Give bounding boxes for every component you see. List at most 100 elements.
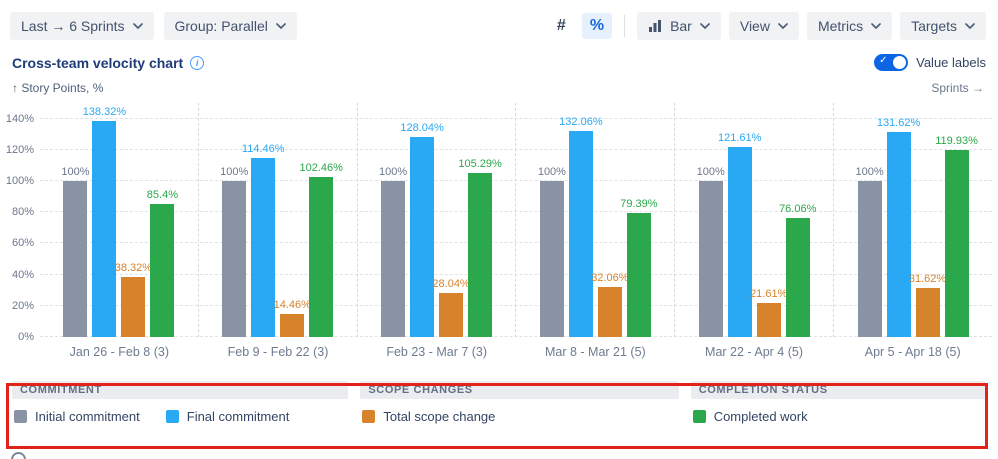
bar-final-commitment[interactable]: 131.62% — [877, 117, 920, 337]
sprint-group: 100% 114.46% 14.46% 102.46% — [197, 103, 357, 337]
targets-dropdown[interactable]: Targets — [900, 12, 986, 40]
chevron-down-icon — [132, 22, 143, 30]
legend-items: Completed work — [691, 399, 986, 428]
group-mode-dropdown[interactable]: Group: Parallel — [163, 12, 297, 40]
legend-item-label: Completed work — [713, 409, 808, 424]
y-tick-label: 100% — [5, 175, 34, 188]
bar-initial-commitment[interactable]: 100% — [697, 166, 725, 337]
sprint-group: 100% 131.62% 31.62% 119.93% — [833, 103, 992, 337]
bar-completed-work[interactable]: 102.46% — [300, 162, 343, 337]
page-title: Cross-team velocity chart — [12, 54, 184, 71]
chart-type-dropdown[interactable]: Bar — [637, 12, 721, 40]
bar-completed-work[interactable]: 79.39% — [620, 198, 658, 337]
legend-item-completed-work[interactable]: Completed work — [692, 409, 808, 424]
legend-header-completion-status: COMPLETION STATUS — [690, 381, 986, 399]
check-icon: ✓ — [879, 55, 888, 66]
value-labels-toggle[interactable]: ✓ — [874, 54, 909, 71]
legend-item-label: Final commitment — [186, 409, 290, 424]
final-commitment-swatch — [165, 410, 179, 423]
chart-header: Cross-team velocity chart i ✓ Value labe… — [12, 54, 986, 71]
bar-final-commitment[interactable]: 114.46% — [242, 143, 285, 337]
chevron-down-icon — [276, 22, 286, 30]
completed-work-swatch — [692, 410, 706, 423]
bar-completed-work[interactable]: 119.93% — [935, 135, 978, 337]
bar-total-scope-change[interactable]: 31.62% — [909, 273, 946, 337]
bar-final-commitment[interactable]: 121.61% — [718, 132, 761, 337]
x-tick-label: Jan 26 - Feb 8 (3) — [69, 345, 170, 359]
bar-value-label: 132.06% — [559, 116, 603, 128]
bar-initial-commitment[interactable]: 100% — [855, 166, 884, 337]
bar-completed-work[interactable]: 105.29% — [458, 158, 502, 337]
bar-initial-commitment[interactable]: 100% — [379, 166, 407, 337]
bar-value-label: 114.46% — [241, 143, 285, 156]
x-tick-label: Apr 5 - Apr 18 (5) — [864, 345, 961, 359]
bar-completed-work[interactable]: 85.4% — [147, 189, 178, 337]
legend-items: Initial commitment Final commitment — [12, 399, 348, 428]
legend-header-commitment: COMMITMENT — [12, 381, 349, 399]
sprint-range-label: Last → 6 Sprints — [21, 18, 125, 34]
bar-value-label: 21.61% — [750, 288, 788, 301]
group-mode-label: Group: Parallel — [174, 18, 268, 34]
bar-initial-commitment[interactable]: 100% — [220, 166, 248, 337]
x-tick-label: Feb 23 - Mar 7 (3) — [386, 345, 488, 359]
bar-final-commitment[interactable]: 128.04% — [400, 122, 444, 337]
view-dropdown[interactable]: View — [728, 12, 799, 40]
y-axis-labels: 140% 120% 100% 80% 60% 40% 20% 0% — [5, 103, 40, 343]
bar-value-label: 28.04% — [432, 278, 470, 291]
y-axis-title: ↑ Story Points, % — [12, 81, 104, 95]
bar-groups: 100% 138.32% 38.32% 85.4% 100% 114.46% 14.46% 1… — [40, 103, 992, 337]
y-tick-label: 80% — [11, 206, 34, 219]
legend-item-total-scope-change[interactable]: Total scope change — [362, 409, 495, 424]
chevron-down-icon — [965, 22, 975, 30]
bar-chart-icon — [648, 19, 662, 33]
total-scope-change-swatch — [362, 410, 376, 423]
value-labels-toggle-wrap: ✓ Value labels — [874, 54, 986, 71]
toolbar-right-cluster: # % Bar View Metrics — [549, 12, 986, 40]
metrics-dropdown[interactable]: Metrics — [806, 12, 893, 40]
value-labels-label: Value labels — [916, 55, 986, 70]
toolbar: Last → 6 Sprints Group: Parallel # % Bar — [0, 0, 998, 40]
bar-final-commitment[interactable]: 138.32% — [83, 106, 126, 337]
targets-label: Targets — [911, 18, 957, 34]
bar-value-label: 100% — [855, 166, 884, 179]
y-tick-label: 20% — [11, 299, 34, 312]
metrics-label: Metrics — [817, 18, 864, 34]
bar-initial-commitment[interactable]: 100% — [538, 166, 566, 337]
y-tick-label: 40% — [11, 268, 34, 281]
bar-value-label: 119.93% — [935, 134, 978, 147]
toolbar-divider — [624, 15, 626, 37]
bar-total-scope-change[interactable]: 32.06% — [591, 272, 629, 337]
bar-completed-work[interactable]: 76.06% — [779, 203, 816, 337]
bar-value-label: 105.29% — [458, 157, 502, 170]
legend-item-initial-commitment[interactable]: Initial commitment — [14, 409, 140, 424]
sprint-group: 100% 132.06% 32.06% 79.39% — [515, 103, 674, 337]
toggle-knob — [893, 56, 907, 69]
info-icon[interactable]: i — [190, 55, 205, 70]
sprint-range-dropdown[interactable]: Last → 6 Sprints — [10, 12, 154, 40]
chevron-down-icon — [700, 22, 710, 30]
percent-mode-button[interactable]: % — [581, 13, 613, 39]
legend-group-commitment: COMMITMENT Initial commitment Final comm… — [12, 381, 349, 428]
plot-area: 100% 138.32% 38.32% 85.4% 100% 114.46% 14.46% 1… — [40, 103, 992, 337]
legend-group-completion-status: COMPLETION STATUS Completed work — [690, 381, 986, 428]
bar-value-label: 138.32% — [82, 106, 127, 119]
bar-value-label: 85.4% — [146, 188, 179, 201]
partial-circle-icon — [11, 452, 26, 459]
bar-final-commitment[interactable]: 132.06% — [559, 116, 603, 337]
sprint-group: 100% 128.04% 28.04% 105.29% — [356, 103, 516, 337]
bar-total-scope-change[interactable]: 28.04% — [432, 278, 470, 337]
legend-item-final-commitment[interactable]: Final commitment — [165, 409, 290, 424]
view-label: View — [739, 18, 770, 34]
x-axis-labels: Jan 26 - Feb 8 (3) Feb 9 - Feb 22 (3) Feb … — [40, 345, 992, 359]
bar-total-scope-change[interactable]: 38.32% — [115, 262, 152, 337]
bar-initial-commitment[interactable]: 100% — [61, 166, 89, 337]
initial-commitment-swatch — [14, 410, 27, 423]
bar-value-label: 100% — [220, 166, 249, 179]
x-tick-label: Feb 9 - Feb 22 (3) — [227, 345, 329, 359]
bar-total-scope-change[interactable]: 14.46% — [274, 299, 311, 337]
bar-total-scope-change[interactable]: 21.61% — [750, 288, 787, 337]
x-axis-title: Sprints → — [931, 81, 984, 95]
bar-value-label: 128.04% — [400, 122, 444, 135]
legend: COMMITMENT Initial commitment Final comm… — [12, 381, 986, 428]
number-mode-button[interactable]: # — [549, 13, 574, 39]
